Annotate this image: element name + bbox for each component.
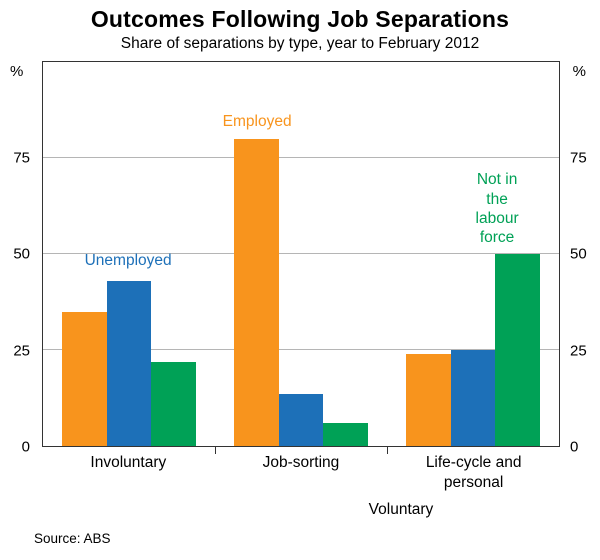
- bar-group-job-sorting: [233, 62, 369, 446]
- x-category-label-life-cycle-and-personal: Life-cycle and personal: [425, 454, 522, 492]
- y-tick-label-right-75: 75: [570, 149, 587, 166]
- bar-employed-involuntary: [61, 311, 107, 446]
- source-note: Source: ABS: [34, 531, 111, 546]
- y-tick-label-left-25: 25: [13, 342, 30, 359]
- chart-subtitle: Share of separations by type, year to Fe…: [120, 35, 480, 52]
- chart-area: % % Unemployed Employed Not in the labou…: [0, 55, 600, 525]
- bar-groups: [43, 62, 559, 446]
- y-tick-label-right-0: 0: [570, 438, 579, 456]
- y-tick-label-right-50: 50: [570, 245, 587, 263]
- y-axis-labels-right: 0 25 50 75: [564, 61, 600, 456]
- y-axis-unit-right: %: [572, 63, 586, 80]
- gridline-50: [43, 253, 559, 254]
- y-tick-label-left-75: 75: [13, 149, 30, 166]
- bar-not-in-the-labour-force-life-cycle-and-personal: [495, 254, 541, 446]
- y-tick-label-left-0: 0: [21, 438, 30, 456]
- x-axis-labels: Involuntary Job-sorting Life-cycle and per…: [42, 453, 560, 493]
- x-axis-category-tick: [387, 447, 389, 454]
- x-category-label-involuntary: Involuntary: [90, 454, 167, 471]
- bar-unemployed-life-cycle-and-personal: [450, 350, 496, 446]
- x-category-label-job-sorting: Job-sorting: [262, 454, 340, 471]
- bar-employed-life-cycle-and-personal: [405, 353, 451, 446]
- annotation-employed: Employed: [222, 112, 292, 130]
- x-axis-category-tick: [214, 447, 216, 454]
- y-axis-unit-left: %: [10, 63, 24, 80]
- bar-unemployed-job-sorting: [278, 394, 324, 446]
- chart-title: Outcomes Following Job Separations: [90, 6, 510, 32]
- bar-group-life-cycle-and-personal: [405, 62, 541, 446]
- y-tick-label-left-50: 50: [13, 245, 30, 263]
- plot-area: Unemployed Employed Not in the labour fo…: [42, 61, 560, 454]
- annotation-not-in-labour-force: Not in the labour force: [475, 171, 519, 247]
- bar-unemployed-involuntary: [106, 280, 152, 446]
- bar-not-in-the-labour-force-involuntary: [151, 361, 197, 446]
- annotation-unemployed: Unemployed: [84, 251, 172, 269]
- y-axis-labels-left: 0 25 50 75: [0, 61, 36, 456]
- x-axis-group-label: Voluntary: [368, 501, 434, 518]
- y-tick-label-right-25: 25: [570, 342, 587, 359]
- gridline-75: [43, 157, 559, 158]
- bar-not-in-the-labour-force-job-sorting: [323, 422, 369, 446]
- bar-employed-job-sorting: [233, 138, 279, 446]
- bar-group-involuntary: [61, 62, 197, 446]
- gridline-25: [43, 349, 559, 350]
